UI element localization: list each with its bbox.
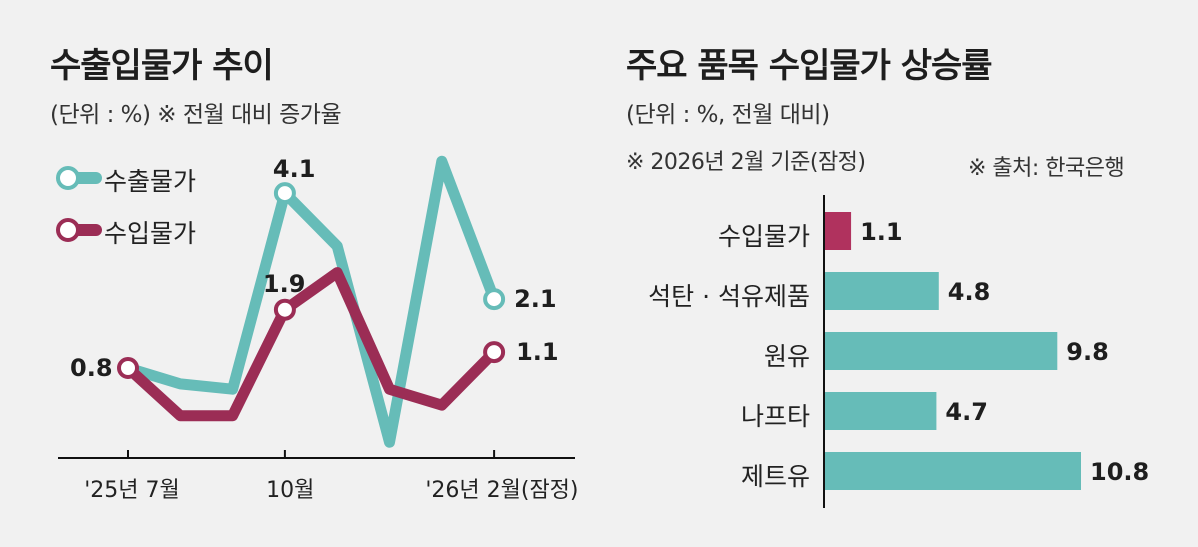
line-chart-title: 수출입물가 추이: [50, 46, 274, 86]
x-tick-label: '26년 2월(잠정): [425, 478, 579, 503]
data-label-import: 1.9: [262, 269, 306, 298]
source-note: ※ 출처: 한국은행: [968, 156, 1125, 181]
bar-value-label: 9.8: [1066, 338, 1109, 366]
x-tick-label: '25년 7월: [84, 478, 180, 503]
bar-chart-subtitle: (단위 : %, 전월 대비): [626, 102, 830, 128]
category-label: 수입물가: [717, 222, 810, 251]
series-line-import: [122, 267, 500, 422]
bar-chart-title: 주요 품목 수입물가 상승률: [626, 46, 993, 86]
series-line-export: [122, 155, 500, 448]
bar: [825, 452, 1081, 490]
bar: [825, 272, 939, 310]
bar-value-label: 4.7: [945, 398, 988, 426]
x-tick-label: 10월: [266, 478, 315, 503]
bar: [825, 332, 1058, 370]
bar-value-label: 4.8: [947, 278, 991, 306]
legend-label-export: 수출물가: [104, 167, 197, 196]
data-point-import: [483, 341, 506, 364]
bar: [825, 212, 852, 250]
data-label-import: 1.1: [516, 338, 559, 367]
legend-label-import: 수입물가: [104, 219, 197, 248]
legend-marker-export: [56, 166, 80, 190]
data-point-import: [273, 298, 296, 321]
category-label: 제트유: [740, 462, 810, 491]
line-chart-subtitle: (단위 : %) ※ 전월 대비 증가율: [50, 102, 342, 128]
bar-value-label: 1.1: [860, 218, 903, 246]
data-point-import: [117, 357, 139, 379]
bar: [825, 392, 937, 430]
bar-value-label: 10.8: [1090, 458, 1150, 486]
data-point-export: [273, 182, 296, 205]
bar-chart-basis-note: ※ 2026년 2월 기준(잠정): [626, 150, 866, 175]
data-label-export: 4.1: [272, 155, 316, 184]
legend-marker-import: [56, 218, 80, 242]
data-point-export: [483, 288, 506, 311]
category-label: 원유: [763, 342, 810, 371]
category-label: 나프타: [740, 402, 810, 431]
data-label-import: 0.8: [70, 354, 113, 382]
data-label-export: 2.1: [514, 285, 557, 314]
category-label: 석탄 · 석유제품: [648, 282, 810, 311]
